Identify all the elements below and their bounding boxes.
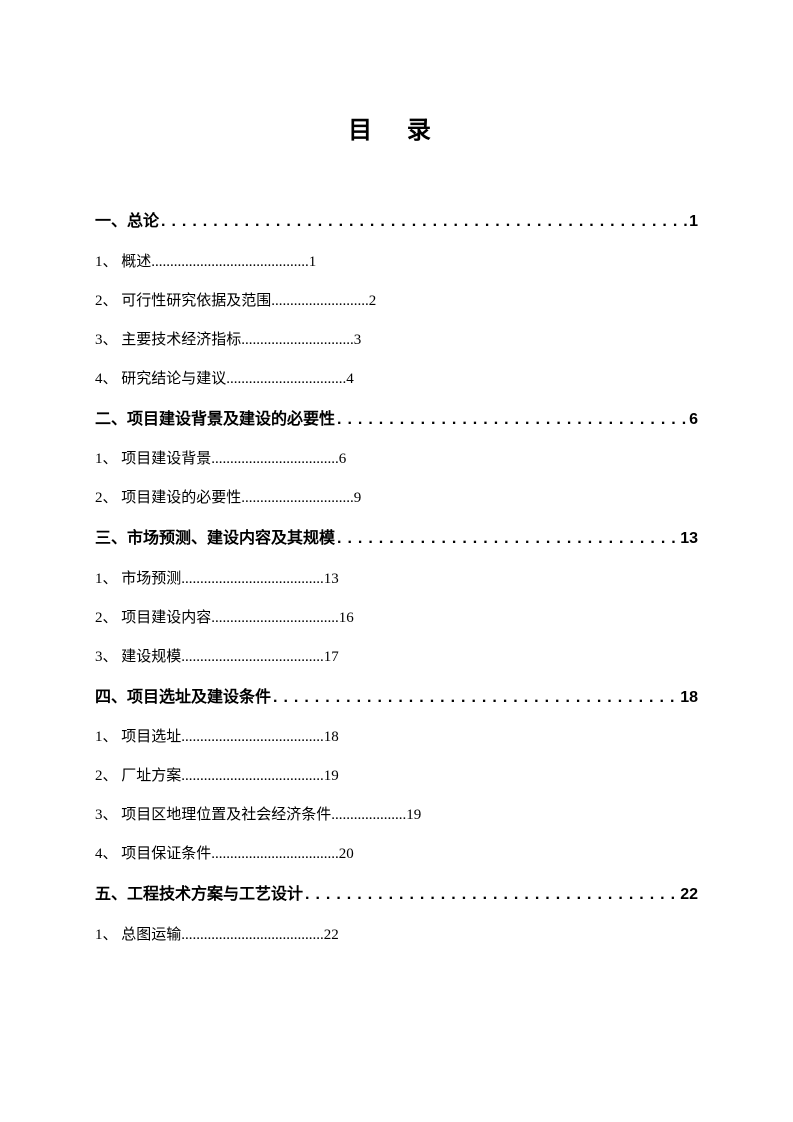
toc-item-label: 1、 概述 <box>95 243 151 282</box>
toc-section-label: 二、项目建设背景及建设的必要性 <box>95 399 335 441</box>
toc-item: 2、 厂址方案.................................… <box>95 757 698 796</box>
toc-item: 1、 概述...................................… <box>95 243 698 282</box>
toc-title: 目 录 <box>95 110 698 145</box>
toc-item: 1、 总图运输.................................… <box>95 916 698 955</box>
toc-section: 四、项目选址及建设条件.............................… <box>95 677 698 719</box>
toc-item-label: 3、 建设规模 <box>95 638 181 677</box>
toc-body: 一、总论....................................… <box>95 201 698 955</box>
toc-item: 3、 项目区地理位置及社会经济条件....................19 <box>95 796 698 835</box>
page-container: 目 录 一、总论................................… <box>0 0 793 1045</box>
toc-item-page: 22 <box>324 916 339 955</box>
toc-item-label: 1、 市场预测 <box>95 560 181 599</box>
toc-item: 3、 建设规模.................................… <box>95 638 698 677</box>
toc-leader-dots: ........................................… <box>151 243 309 282</box>
toc-item: 1、 项目选址.................................… <box>95 718 698 757</box>
toc-leader-dots: ........................................… <box>159 201 689 243</box>
toc-item: 2、 可行性研究依据及范围..........................2 <box>95 282 698 321</box>
toc-leader-dots: .............................. <box>241 321 354 360</box>
toc-section-page: 1 <box>689 201 698 243</box>
toc-leader-dots: ........................................… <box>271 677 680 719</box>
toc-item-label: 1、 项目选址 <box>95 718 181 757</box>
toc-leader-dots: ...................................... <box>181 916 324 955</box>
toc-item-page: 19 <box>406 796 421 835</box>
toc-item-label: 1、 总图运输 <box>95 916 181 955</box>
toc-leader-dots: ...................................... <box>181 638 324 677</box>
toc-item-page: 9 <box>354 479 362 518</box>
toc-item-page: 4 <box>346 360 354 399</box>
toc-item: 1、 项目建设背景...............................… <box>95 440 698 479</box>
toc-item-page: 1 <box>309 243 317 282</box>
toc-leader-dots: .................................. <box>211 440 339 479</box>
toc-section-page: 6 <box>689 399 698 441</box>
toc-leader-dots: ...................................... <box>181 718 324 757</box>
toc-item-page: 17 <box>324 638 339 677</box>
toc-leader-dots: .............................. <box>241 479 354 518</box>
toc-item: 4、 研究结论与建议..............................… <box>95 360 698 399</box>
toc-item-label: 3、 主要技术经济指标 <box>95 321 241 360</box>
toc-item-page: 18 <box>324 718 339 757</box>
toc-section-label: 四、项目选址及建设条件 <box>95 677 271 719</box>
toc-item-label: 2、 可行性研究依据及范围 <box>95 282 271 321</box>
toc-leader-dots: ........................................… <box>335 518 680 560</box>
toc-section-label: 一、总论 <box>95 201 159 243</box>
toc-item-page: 3 <box>354 321 362 360</box>
toc-section: 一、总论....................................… <box>95 201 698 243</box>
toc-leader-dots: ................................ <box>226 360 346 399</box>
toc-leader-dots: .................................. <box>211 599 339 638</box>
toc-leader-dots: ...................................... <box>181 757 324 796</box>
toc-section-label: 五、工程技术方案与工艺设计 <box>95 874 303 916</box>
toc-section: 二、项目建设背景及建设的必要性.........................… <box>95 399 698 441</box>
toc-item: 2、 项目建设的必要性.............................… <box>95 479 698 518</box>
toc-item-label: 3、 项目区地理位置及社会经济条件 <box>95 796 331 835</box>
toc-item: 4、 项目保证条件...............................… <box>95 835 698 874</box>
toc-item-label: 1、 项目建设背景 <box>95 440 211 479</box>
toc-leader-dots: ...................................... <box>181 560 324 599</box>
toc-section-page: 22 <box>680 874 698 916</box>
toc-item-page: 2 <box>369 282 377 321</box>
toc-item-page: 20 <box>339 835 354 874</box>
toc-section-page: 13 <box>680 518 698 560</box>
toc-section-label: 三、市场预测、建设内容及其规模 <box>95 518 335 560</box>
toc-item-page: 13 <box>324 560 339 599</box>
toc-item: 1、 市场预测.................................… <box>95 560 698 599</box>
toc-leader-dots: ........................................… <box>303 874 680 916</box>
toc-item-label: 2、 项目建设的必要性 <box>95 479 241 518</box>
toc-section-page: 18 <box>680 677 698 719</box>
toc-leader-dots: .................................. <box>211 835 339 874</box>
toc-section: 五、工程技术方案与工艺设计...........................… <box>95 874 698 916</box>
toc-item-page: 19 <box>324 757 339 796</box>
toc-section: 三、市场预测、建设内容及其规模.........................… <box>95 518 698 560</box>
toc-item-page: 16 <box>339 599 354 638</box>
toc-item-label: 2、 厂址方案 <box>95 757 181 796</box>
toc-item-label: 4、 项目保证条件 <box>95 835 211 874</box>
toc-item-label: 2、 项目建设内容 <box>95 599 211 638</box>
toc-item-page: 6 <box>339 440 347 479</box>
toc-leader-dots: .......................... <box>271 282 369 321</box>
toc-item: 2、 项目建设内容...............................… <box>95 599 698 638</box>
toc-item: 3、 主要技术经济指标.............................… <box>95 321 698 360</box>
toc-leader-dots: .................... <box>331 796 406 835</box>
toc-item-label: 4、 研究结论与建议 <box>95 360 226 399</box>
toc-leader-dots: ........................................… <box>335 399 689 441</box>
